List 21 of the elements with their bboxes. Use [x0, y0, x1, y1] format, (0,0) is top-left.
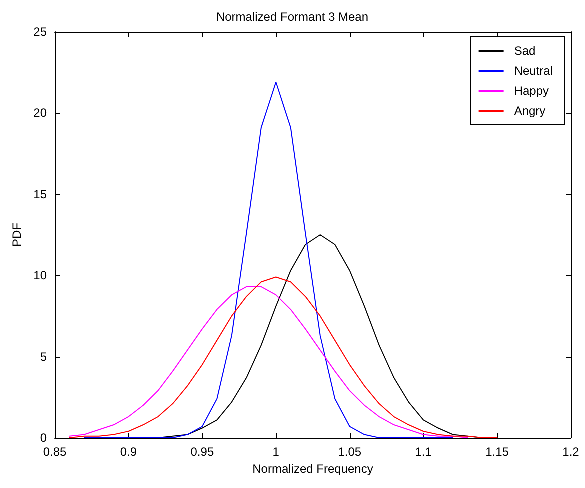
y-tick-label: 5 [40, 350, 48, 364]
x-tick-label: 1.1 [415, 445, 432, 459]
legend-label: Happy [514, 84, 550, 98]
x-tick-label: 0.9 [120, 445, 138, 459]
legend-label: Neutral [514, 64, 554, 78]
x-tick-label: 1.05 [338, 445, 362, 459]
x-tick-label: 0.95 [190, 445, 214, 459]
x-tick-label: 1.2 [562, 445, 580, 459]
y-tick-label: 20 [34, 106, 48, 120]
x-tick-label: 1.15 [486, 445, 510, 459]
y-axis-title: PDF [10, 223, 24, 247]
x-tick-label: 1 [272, 445, 280, 459]
y-tick-label: 15 [34, 187, 48, 202]
x-tick-label: 0.85 [43, 445, 67, 459]
chart-title: Normalized Formant 3 Mean [216, 10, 369, 24]
legend-label: Sad [514, 44, 536, 58]
y-tick-label: 10 [34, 268, 48, 283]
y-tick-label: 25 [34, 25, 48, 39]
y-tick-label: 0 [40, 431, 48, 445]
legend-label: Angry [514, 104, 546, 118]
x-axis-title: Normalized Frequency [252, 462, 374, 476]
